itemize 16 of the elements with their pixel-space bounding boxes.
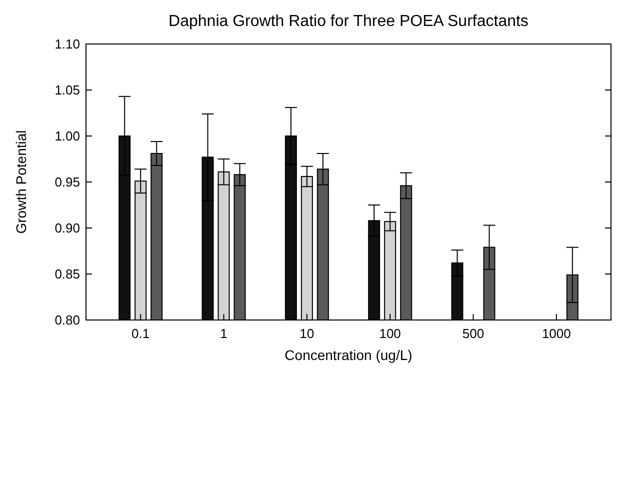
y-tick-label: 0.80 — [54, 312, 80, 328]
x-tick-label: 1000 — [542, 326, 571, 341]
x-tick-label: 100 — [379, 326, 401, 341]
y-axis-title: Growth Potential — [13, 130, 29, 234]
y-tick-label: 1.05 — [54, 82, 80, 98]
x-tick-label: 500 — [462, 326, 484, 341]
chart-title: Daphnia Growth Ratio for Three POEA Surfactants — [168, 13, 528, 30]
y-tick-label: 0.85 — [54, 266, 80, 282]
x-axis-title: Concentration (ug/L) — [284, 347, 412, 363]
x-tick-label: 1 — [220, 326, 228, 341]
y-tick-label: 0.90 — [54, 220, 80, 236]
x-tick-label: 0.1 — [132, 326, 150, 341]
y-tick-label: 0.95 — [54, 174, 80, 190]
y-tick-label: 1.10 — [54, 36, 80, 52]
y-tick-label: 1.00 — [54, 128, 80, 144]
x-tick-label: 10 — [300, 326, 314, 341]
